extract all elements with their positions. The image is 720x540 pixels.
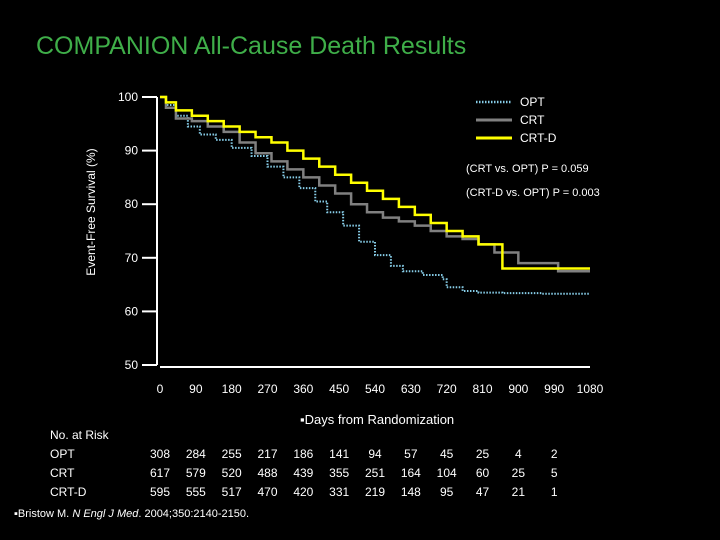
legend: OPT CRT CRT-D xyxy=(476,95,557,145)
risk-row-label: CRT-D xyxy=(50,485,87,499)
x-tick-label: 180 xyxy=(222,382,242,396)
y-tick-label: 90 xyxy=(125,144,139,158)
risk-cell: 2 xyxy=(550,447,558,461)
risk-cell: 104 xyxy=(436,466,457,480)
x-tick-label: 270 xyxy=(257,382,277,396)
risk-cell: 470 xyxy=(257,485,278,499)
risk-cell: 520 xyxy=(221,466,242,480)
citation: ▪Bristow M. N Engl J Med. 2004;350:2140-… xyxy=(14,508,249,520)
p-value-annotation: (CRT-D vs. OPT) P = 0.003 xyxy=(466,187,600,199)
risk-cell: 4 xyxy=(514,447,522,461)
x-tick-label: 630 xyxy=(401,382,421,396)
risk-cell: 141 xyxy=(329,447,350,461)
series-line-opt xyxy=(160,96,590,295)
x-axis-title-bullet: ▪ xyxy=(300,412,305,427)
risk-cell: 25 xyxy=(475,447,490,461)
risk-cell: 21 xyxy=(511,485,525,499)
citation-prefix: Bristow M. xyxy=(17,508,73,520)
risk-row-crt-d: CRT-D 595 555 517 470 420 331 219 148 95 47 21 1 xyxy=(0,485,720,503)
legend-label-opt: OPT xyxy=(520,95,545,109)
risk-cell: 617 xyxy=(149,466,171,480)
legend-label-crt: CRT xyxy=(520,113,545,127)
risk-table-header: No. at Risk xyxy=(50,428,109,442)
risk-cell: 25 xyxy=(511,466,525,480)
risk-cell: 439 xyxy=(293,466,314,480)
y-axis-title: Event-Free Survival (%) xyxy=(84,148,98,275)
p-value-annotation: (CRT vs. OPT) P = 0.059 xyxy=(466,163,589,175)
x-tick-label: 360 xyxy=(293,382,313,396)
x-axis-title: ▪Days from Randomization xyxy=(300,412,454,427)
risk-cell: 355 xyxy=(329,466,350,480)
x-tick-label: 1080 xyxy=(577,382,604,396)
risk-cell: 47 xyxy=(475,485,490,499)
x-tick-label: 90 xyxy=(189,382,203,396)
x-axis-title-text: Days from Randomization xyxy=(305,412,455,427)
risk-cell: 251 xyxy=(364,466,386,480)
x-axis: 0 90 180 270 360 450 540 630 720 810 900 990 1080 xyxy=(157,366,604,396)
series-lines xyxy=(160,95,590,295)
risk-row-label: OPT xyxy=(50,447,75,461)
risk-cell: 186 xyxy=(293,447,314,461)
y-tick-label: 100 xyxy=(118,90,138,104)
y-tick-label: 50 xyxy=(125,358,139,372)
risk-cell: 595 xyxy=(149,485,171,499)
risk-cell: 5 xyxy=(550,466,558,480)
y-tick-label: 70 xyxy=(125,251,139,265)
slide-title: COMPANION All-Cause Death Results xyxy=(36,32,467,60)
risk-cell: 555 xyxy=(185,485,206,499)
citation-bullet: ▪ xyxy=(14,508,18,520)
risk-cell: 60 xyxy=(475,466,490,480)
risk-cell: 1 xyxy=(550,485,558,499)
risk-cell: 219 xyxy=(364,485,386,499)
x-tick-label: 990 xyxy=(544,382,564,396)
annotations: (CRT vs. OPT) P = 0.059 (CRT-D vs. OPT) P… xyxy=(466,163,600,199)
legend-label-crt-d: CRT-D xyxy=(520,131,557,145)
y-tick-label: 80 xyxy=(125,197,139,211)
risk-cell: 284 xyxy=(185,447,206,461)
risk-cell: 164 xyxy=(400,466,421,480)
series-line-crt xyxy=(160,95,590,273)
risk-cell: 45 xyxy=(439,447,454,461)
risk-cell: 488 xyxy=(257,466,278,480)
x-tick-label: 540 xyxy=(365,382,385,396)
risk-row-opt: OPT 308 284 255 217 186 141 94 57 45 25 4 2 xyxy=(0,447,720,465)
series-line-crt-d xyxy=(160,95,590,270)
citation-suffix: . 2004;350:2140-2150. xyxy=(138,508,250,520)
y-axis: 50 60 70 80 90 100 xyxy=(118,90,158,372)
x-tick-label: 720 xyxy=(437,382,457,396)
risk-cell: 94 xyxy=(368,447,382,461)
y-tick-label: 60 xyxy=(125,304,139,318)
risk-cell: 217 xyxy=(257,447,278,461)
risk-row-crt: CRT 617 579 520 488 439 355 251 164 104 60 25 5 xyxy=(0,466,720,484)
x-tick-label: 810 xyxy=(472,382,492,396)
risk-cell: 308 xyxy=(149,447,171,461)
risk-cell: 148 xyxy=(400,485,421,499)
x-tick-label: 900 xyxy=(508,382,528,396)
x-tick-label: 0 xyxy=(157,382,164,396)
risk-cell: 579 xyxy=(185,466,206,480)
risk-cell: 517 xyxy=(221,485,242,499)
risk-cell: 255 xyxy=(221,447,242,461)
citation-journal: N Engl J Med xyxy=(72,508,139,520)
x-tick-label: 450 xyxy=(329,382,349,396)
risk-cell: 331 xyxy=(329,485,350,499)
risk-row-label: CRT xyxy=(50,466,75,480)
risk-cell: 95 xyxy=(439,485,454,499)
risk-cell: 420 xyxy=(293,485,314,499)
risk-cell: 57 xyxy=(404,447,418,461)
